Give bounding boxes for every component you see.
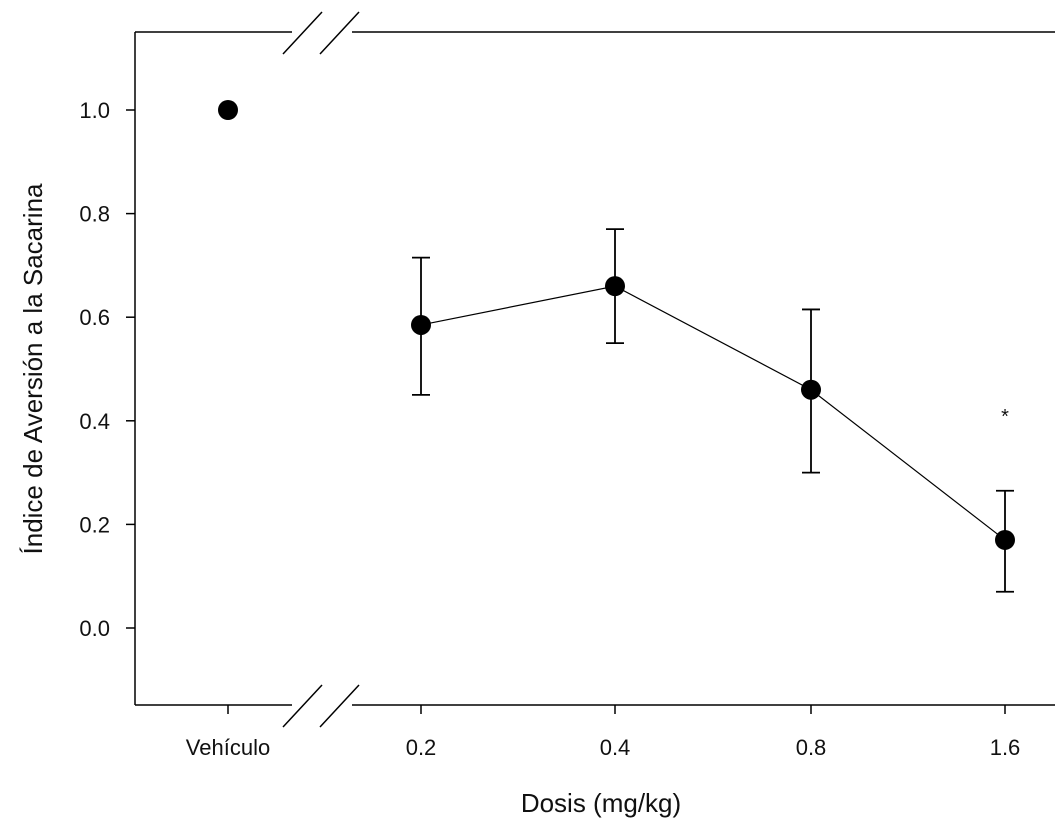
y-tick-label: 0.0 [79,616,110,641]
x-tick-label: 0.8 [796,735,827,760]
error-bars [412,228,1014,593]
axes: 0.0 0.2 0.4 0.6 0.8 1.0 Vehículo 0.2 0.4 0.8 1.6 [79,31,1055,760]
data-point [995,529,1015,550]
data-points: * [218,100,1015,550]
x-tick-label: 0.2 [406,735,437,760]
labels: Dosis (mg/kg) Índice de Aversión a la Sa… [18,183,681,818]
x-tick-label: 1.6 [990,735,1021,760]
significance-annotation: * [1001,406,1009,428]
data-point [605,276,625,297]
y-tick-label: 0.8 [79,202,110,227]
x-tick-label: Vehículo [186,735,270,760]
x-tick-label: 0.4 [600,735,631,760]
axis-break-mark-bottom [319,684,360,728]
y-tick-label: 0.6 [79,305,110,330]
y-tick-label: 1.0 [79,98,110,123]
axis-break-mark-bottom [282,684,323,728]
data-point [218,100,238,120]
axis-break-mark-top [282,11,323,55]
series-line-group [420,285,1006,541]
axis-break-mark-top [319,11,360,55]
y-tick-label: 0.4 [79,409,110,434]
series-line [420,285,1006,541]
data-point [801,379,821,400]
y-axis-label: Índice de Aversión a la Sacarina [18,183,48,555]
x-axis-label: Dosis (mg/kg) [521,788,681,818]
y-tick-label: 0.2 [79,512,110,537]
axis-breaks [282,11,360,728]
data-point [411,314,431,335]
